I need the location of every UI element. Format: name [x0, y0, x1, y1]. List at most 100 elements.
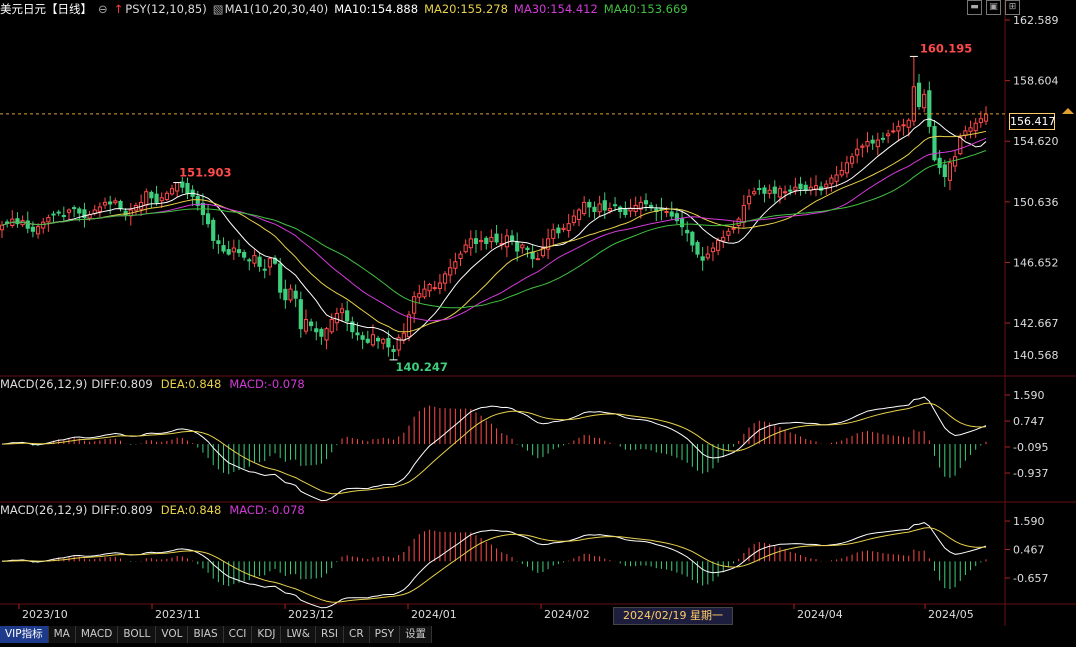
candle-body-189 [973, 122, 978, 132]
candle-body-94 [484, 237, 489, 244]
tab-8[interactable]: LW& [281, 626, 316, 643]
macd2-title: MACD(26,12,9) [0, 503, 88, 517]
psy-label[interactable]: PSY(12,10,85) [125, 2, 207, 16]
candle-body-3 [15, 218, 20, 225]
candle-body-151 [777, 188, 783, 198]
ma-label[interactable]: MA1(10,20,30,40) [224, 2, 329, 16]
candle-body-124 [638, 201, 643, 210]
candle-body-64 [329, 319, 334, 333]
candle-body-67 [345, 310, 350, 322]
candle-body-60 [309, 321, 314, 327]
maximize-icon[interactable]: ▣ [986, 0, 1001, 15]
candle-body-24 [123, 210, 128, 216]
candle-body-77 [396, 337, 401, 351]
tab-4[interactable]: VOL [156, 626, 189, 643]
candle-body-137 [705, 253, 710, 259]
macd2-diff: DIFF:0.809 [91, 503, 153, 517]
chart-header: 美元日元【日线】 ⊖ ↑ PSY(12,10,85) ▧MA1(10,20,30,40)… [0, 0, 1000, 18]
candle-body-191 [983, 113, 989, 122]
candle-body-66 [339, 308, 345, 314]
candle-body-61 [314, 328, 319, 333]
tab-0[interactable]: VIP指标 [0, 626, 49, 643]
price-tick-label-3: 150.636 [1013, 196, 1059, 209]
candle-body-155 [798, 183, 803, 190]
candle-body-95 [489, 236, 494, 243]
tab-10[interactable]: CR [344, 626, 370, 643]
ma10-line [1, 118, 987, 341]
x-label-3: 2024/01 [411, 608, 457, 621]
price-tick-label-4: 146.652 [1013, 256, 1059, 269]
candle-body-190 [978, 118, 983, 123]
candle-body-14 [72, 207, 77, 210]
candle-body-170 [875, 139, 880, 148]
candle-body-136 [700, 256, 705, 261]
tab-5[interactable]: BIAS [188, 626, 224, 643]
candle-body-99 [509, 235, 515, 241]
tab-6[interactable]: CCI [223, 626, 253, 643]
tab-11[interactable]: PSY [369, 626, 401, 643]
candle-body-152 [782, 191, 788, 194]
candle-body-156 [803, 184, 808, 191]
candle-body-130 [669, 211, 674, 217]
candle-body-100 [515, 241, 520, 252]
candle-body-40 [205, 213, 211, 225]
symbol-label[interactable]: 美元日元 [0, 2, 46, 16]
candle-body-101 [520, 244, 525, 249]
tab-12[interactable]: 设置 [400, 626, 433, 643]
candle-body-144 [741, 204, 746, 223]
candle-body-138 [710, 247, 716, 253]
x-label-0: 2023/10 [22, 608, 68, 621]
candle-body-65 [334, 312, 339, 324]
candle-body-116 [597, 203, 602, 213]
candle-body-184 [947, 162, 953, 181]
tab-3[interactable]: BOLL [118, 626, 157, 643]
candle-body-119 [612, 204, 618, 207]
restore-icon[interactable]: ⊞ [1005, 0, 1020, 15]
candle-body-181 [932, 126, 937, 161]
candle-body-109 [561, 227, 566, 230]
x-label-6: 2024/05 [928, 608, 974, 621]
candle-body-113 [582, 201, 587, 215]
candle-body-20 [102, 201, 108, 206]
candle-body-143 [736, 218, 741, 226]
candle-body-90 [463, 244, 468, 253]
candle-body-35 [180, 181, 185, 188]
ma40-line [1, 150, 987, 309]
low-annotation: 140.247 [396, 360, 448, 374]
candle-body-9 [46, 217, 51, 223]
candle-body-10 [51, 213, 56, 216]
macd1-diff: DIFF:0.809 [91, 377, 153, 391]
candle-body-45 [231, 247, 236, 253]
tab-9[interactable]: RSI [315, 626, 344, 643]
settings-icon[interactable]: ⊖ [98, 2, 108, 16]
tab-1[interactable]: MA [48, 626, 76, 643]
minimize-icon[interactable]: ▬ [967, 0, 982, 15]
candle-body-141 [726, 230, 731, 236]
candle-body-147 [757, 187, 762, 190]
period-label[interactable]: 【日线】 [46, 2, 92, 16]
ma10-label: MA10:154.888 [334, 2, 419, 16]
price-tick-label-5: 142.667 [1013, 317, 1059, 330]
candle-body-129 [664, 211, 669, 214]
price-marker-icon [1062, 108, 1074, 114]
candle-body-16 [82, 209, 87, 219]
tab-2[interactable]: MACD [75, 626, 119, 643]
candle-body-72 [370, 334, 376, 346]
window-controls: ▬ ▣ ⊞ [967, 0, 1020, 15]
candle-body-75 [386, 338, 391, 348]
candle-body-172 [886, 133, 891, 137]
candle-body-21 [108, 201, 113, 205]
candle-body-44 [226, 249, 231, 255]
candle-body-93 [479, 239, 484, 243]
candle-body-49 [252, 255, 257, 264]
candle-body-28 [144, 191, 149, 206]
candle-body-171 [880, 137, 886, 140]
candle-body-174 [896, 125, 901, 132]
candle-body-102 [525, 247, 530, 251]
candle-body-146 [752, 191, 757, 195]
candle-body-103 [530, 251, 535, 260]
candle-body-176 [906, 119, 911, 128]
candle-body-114 [587, 201, 592, 208]
tab-7[interactable]: KDJ [252, 626, 282, 643]
